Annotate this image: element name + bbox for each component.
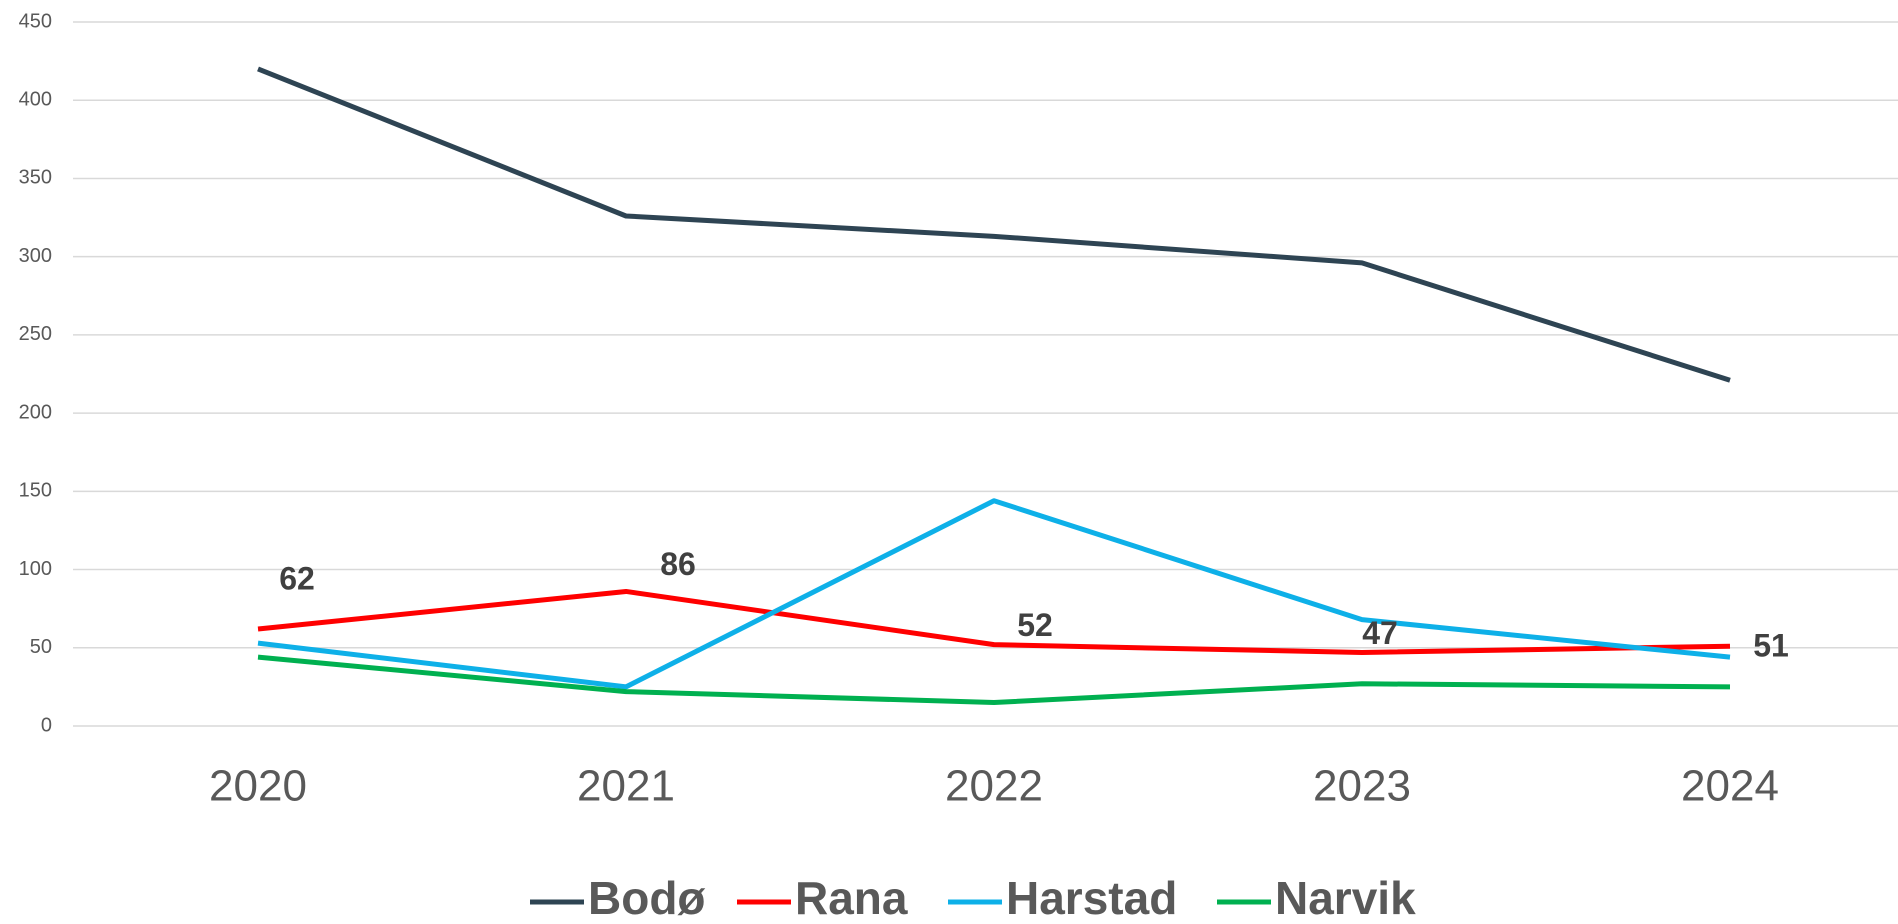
series-line bbox=[257, 588, 1731, 655]
y-tick-label: 150 bbox=[19, 480, 52, 502]
legend-label: Rana bbox=[795, 872, 908, 924]
x-tick-label: 2022 bbox=[945, 762, 1043, 811]
data-label: 62 bbox=[279, 560, 315, 596]
legend-label: Harstad bbox=[1006, 872, 1177, 924]
y-tick-label: 50 bbox=[30, 636, 52, 658]
x-tick-label: 2021 bbox=[577, 762, 675, 811]
y-tick-label: 450 bbox=[19, 10, 52, 32]
series-line bbox=[257, 498, 1731, 690]
data-label: 52 bbox=[1017, 607, 1053, 643]
x-tick-label: 2024 bbox=[1681, 762, 1779, 811]
y-tick-label: 100 bbox=[19, 558, 52, 580]
y-tick-label: 0 bbox=[41, 714, 52, 736]
data-label: 47 bbox=[1362, 615, 1398, 651]
y-tick-label: 400 bbox=[19, 89, 52, 111]
data-label: 86 bbox=[660, 546, 696, 582]
legend-label: Narvik bbox=[1275, 872, 1416, 924]
series-line bbox=[257, 654, 1731, 706]
y-tick-label: 300 bbox=[19, 245, 52, 267]
y-tick-label: 250 bbox=[19, 323, 52, 345]
legend-label: Bodø bbox=[588, 872, 706, 924]
y-tick-label: 350 bbox=[19, 167, 52, 189]
series-line bbox=[257, 66, 1731, 383]
x-tick-label: 2023 bbox=[1313, 762, 1411, 811]
data-label: 51 bbox=[1753, 628, 1789, 664]
y-tick-label: 200 bbox=[19, 401, 52, 423]
x-tick-label: 2020 bbox=[209, 762, 307, 811]
